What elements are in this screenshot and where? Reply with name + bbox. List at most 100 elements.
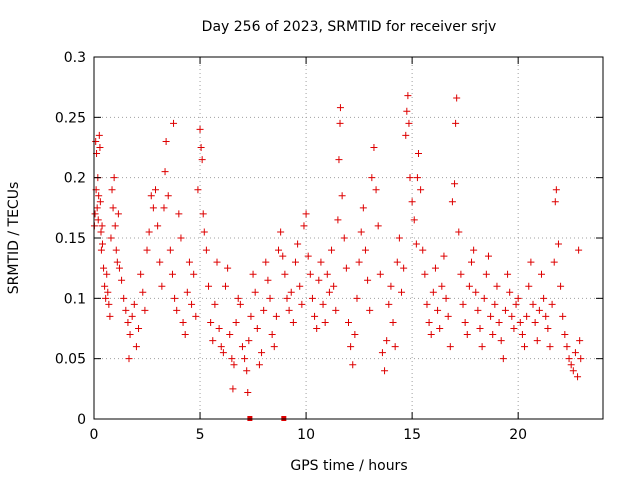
data-point xyxy=(557,282,565,290)
data-point xyxy=(118,276,126,284)
data-point xyxy=(427,331,435,339)
data-point xyxy=(381,367,389,375)
data-point xyxy=(506,288,514,296)
data-point xyxy=(552,186,560,194)
data-point xyxy=(567,361,575,369)
data-point xyxy=(124,318,132,326)
data-point xyxy=(319,300,327,308)
data-point xyxy=(404,92,412,100)
data-point xyxy=(226,331,234,339)
data-point xyxy=(521,343,529,351)
data-point xyxy=(98,222,106,230)
data-point xyxy=(241,355,249,363)
x-tick-label: 20 xyxy=(509,427,527,443)
data-point xyxy=(188,300,196,308)
data-point xyxy=(291,258,299,266)
data-point xyxy=(472,288,480,296)
data-point xyxy=(330,282,338,290)
y-tick-label: 0.2 xyxy=(64,171,86,187)
data-point xyxy=(389,318,397,326)
data-point xyxy=(120,294,128,302)
data-point xyxy=(185,258,193,266)
data-point xyxy=(321,318,329,326)
data-point xyxy=(403,107,411,115)
data-point xyxy=(238,343,246,351)
data-point xyxy=(510,325,518,332)
data-point xyxy=(113,258,121,266)
data-point xyxy=(529,300,537,308)
data-point xyxy=(336,119,344,127)
data-points xyxy=(90,92,585,396)
data-point xyxy=(323,270,331,278)
data-point xyxy=(393,258,401,266)
data-point xyxy=(308,294,316,302)
data-point xyxy=(355,258,363,266)
y-tick-label: 0.05 xyxy=(55,352,86,368)
data-point xyxy=(232,318,240,326)
data-point xyxy=(535,306,543,314)
data-point xyxy=(565,355,573,363)
data-point xyxy=(289,318,297,326)
data-point xyxy=(357,228,365,236)
data-point xyxy=(328,246,336,254)
y-axis-label: SRMTID / TECUs xyxy=(6,182,22,295)
data-point xyxy=(181,331,189,339)
data-point xyxy=(197,144,205,151)
data-point xyxy=(497,337,505,345)
data-point xyxy=(213,258,221,266)
data-point xyxy=(317,258,325,266)
data-point xyxy=(412,240,420,248)
data-point xyxy=(417,186,425,194)
data-point xyxy=(518,331,526,339)
data-point xyxy=(270,343,278,351)
data-point xyxy=(311,312,319,320)
data-point xyxy=(164,192,172,200)
data-point xyxy=(93,204,101,212)
data-point xyxy=(249,270,257,278)
data-point xyxy=(508,312,516,320)
data-point xyxy=(264,276,272,284)
data-point xyxy=(149,204,157,212)
data-point xyxy=(202,246,210,254)
data-point xyxy=(527,258,535,266)
data-point xyxy=(457,270,465,278)
data-point xyxy=(400,264,408,272)
data-point xyxy=(125,355,133,363)
data-point xyxy=(468,258,476,266)
y-tick-label: 0.3 xyxy=(64,50,86,66)
data-point xyxy=(135,325,143,332)
data-point xyxy=(152,186,160,194)
data-point xyxy=(302,210,310,218)
data-point xyxy=(161,168,169,176)
data-point xyxy=(255,361,263,369)
data-point xyxy=(514,294,522,302)
data-point xyxy=(96,144,104,151)
data-point xyxy=(370,144,378,151)
data-point xyxy=(489,331,497,339)
data-point xyxy=(413,174,421,182)
data-point xyxy=(166,246,174,254)
data-point xyxy=(200,228,208,236)
data-point xyxy=(109,204,117,212)
data-point xyxy=(366,306,374,314)
data-point xyxy=(336,104,344,112)
y-tick-label: 0 xyxy=(77,412,86,428)
data-point xyxy=(145,228,153,236)
data-point xyxy=(574,373,582,381)
data-point xyxy=(217,343,225,351)
data-point xyxy=(253,325,261,332)
data-point xyxy=(436,325,444,332)
data-point xyxy=(465,282,473,290)
data-point xyxy=(228,355,236,363)
data-point xyxy=(100,264,108,272)
data-point xyxy=(102,294,110,302)
data-point xyxy=(540,294,548,302)
data-point xyxy=(569,367,577,375)
data-point xyxy=(272,312,280,320)
data-point xyxy=(478,343,486,351)
data-point xyxy=(275,246,283,254)
data-point xyxy=(192,312,200,320)
data-point xyxy=(205,282,213,290)
data-point xyxy=(170,119,178,127)
